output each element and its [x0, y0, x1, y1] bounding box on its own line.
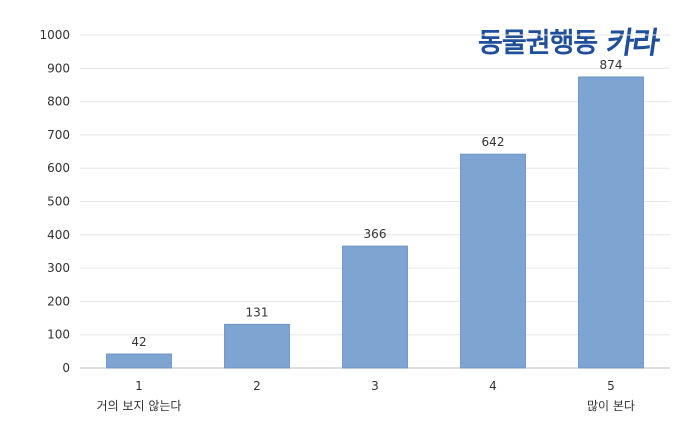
y-tick-label: 800	[47, 95, 70, 109]
x-tick-label: 3	[371, 379, 379, 393]
x-sublabel: 많이 본다	[587, 399, 635, 413]
x-axis: 1 거의 보지 않는다 2 3 4 5 많이 본다	[97, 379, 635, 413]
y-tick-label: 100	[47, 328, 70, 342]
y-tick-label: 0	[62, 361, 70, 375]
x-tick-label: 5	[607, 379, 615, 393]
y-axis: 0 100 200 300 400 500 600 700 800 900 1000	[39, 28, 70, 375]
y-tick-label: 1000	[39, 28, 70, 42]
data-label: 131	[246, 305, 269, 319]
data-label: 642	[482, 135, 505, 149]
x-tick-label: 4	[489, 379, 497, 393]
y-tick-label: 900	[47, 61, 70, 75]
y-tick-label: 600	[47, 161, 70, 175]
data-label: 366	[364, 227, 387, 241]
bar	[224, 323, 290, 369]
data-labels: 42 131 366 642 874	[131, 58, 622, 349]
y-tick-label: 300	[47, 261, 70, 275]
y-tick-label: 700	[47, 128, 70, 142]
data-label: 874	[600, 58, 623, 72]
x-sublabel: 거의 보지 않는다	[97, 399, 182, 413]
x-tick-label: 2	[253, 379, 261, 393]
y-tick-label: 500	[47, 195, 70, 209]
bar	[106, 353, 172, 369]
y-tick-label: 200	[47, 294, 70, 308]
brand-name: 동물권행동	[478, 27, 598, 59]
bars	[106, 76, 644, 369]
y-tick-label: 400	[47, 228, 70, 242]
data-label: 42	[131, 335, 146, 349]
brand-logo: 동물권행동 카라	[478, 18, 660, 62]
bar	[342, 245, 408, 369]
bar	[578, 76, 644, 369]
x-tick-label: 1	[135, 379, 143, 393]
bar	[460, 153, 526, 369]
